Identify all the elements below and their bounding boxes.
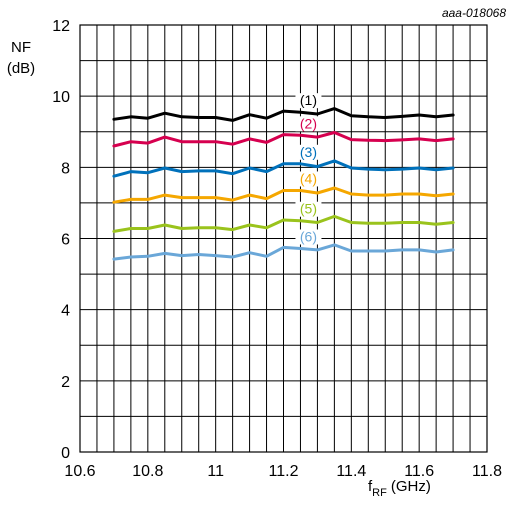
x-tick-label: 10.6 [64,463,95,480]
series-label-4: (4) [300,170,317,186]
x-axis-label-unit: (GHz) [391,478,431,495]
series-label-6: (6) [300,228,317,244]
series-label-3: (3) [300,144,317,160]
series-label-bg [295,201,322,217]
y-tick-label: 12 [52,18,70,35]
x-tick-label: 11.6 [404,463,434,480]
y-tick-label: 0 [61,445,70,462]
plot-frame [79,24,488,453]
grid [79,24,488,453]
series-line-2 [112,131,455,148]
figure-id: aaa-018068 [442,6,506,20]
series-label-1: (1) [300,92,317,108]
series-label-bg [295,93,322,109]
series-line-6 [112,243,455,261]
x-tick-label: 11.8 [472,463,502,480]
series-line-5 [112,214,455,233]
x-tick-label: 10.8 [132,463,163,480]
y-tick-label: 6 [61,232,70,249]
series-line-3 [112,159,455,178]
y-tick-label: 4 [61,303,70,320]
series-line-4 [112,186,455,204]
y-tick-label: 10 [52,89,70,106]
series-label-bg [295,229,322,245]
y-tick-label: 8 [61,160,70,177]
x-tick-label: 11.4 [336,463,366,480]
y-axis-label-line2: (dB) [7,60,35,77]
series-labels: (1) (2) (3) (4) (5) (6) [295,92,322,245]
x-axis-label-main: f [368,478,373,495]
x-tick-label: 11 [207,463,224,480]
x-axis-label-sub: RF [372,487,387,499]
series-label-5: (5) [300,201,317,217]
x-axis-label: fRF (GHz) [368,478,431,499]
y-axis-label-line1: NF [11,39,31,56]
y-tick-label: 2 [61,374,70,391]
series-line-1 [112,107,455,122]
series-label-2: (2) [300,115,317,131]
series-label-bg [295,171,322,187]
x-tick-label: 11.2 [269,463,299,480]
series-lines [112,107,455,261]
series-label-bg [295,116,322,132]
series-label-bg [295,144,322,160]
tick-labels: 10.6 10.8 11 11.2 11.4 11.6 11.8 0 2 4 6 8 10 12 [52,18,502,480]
